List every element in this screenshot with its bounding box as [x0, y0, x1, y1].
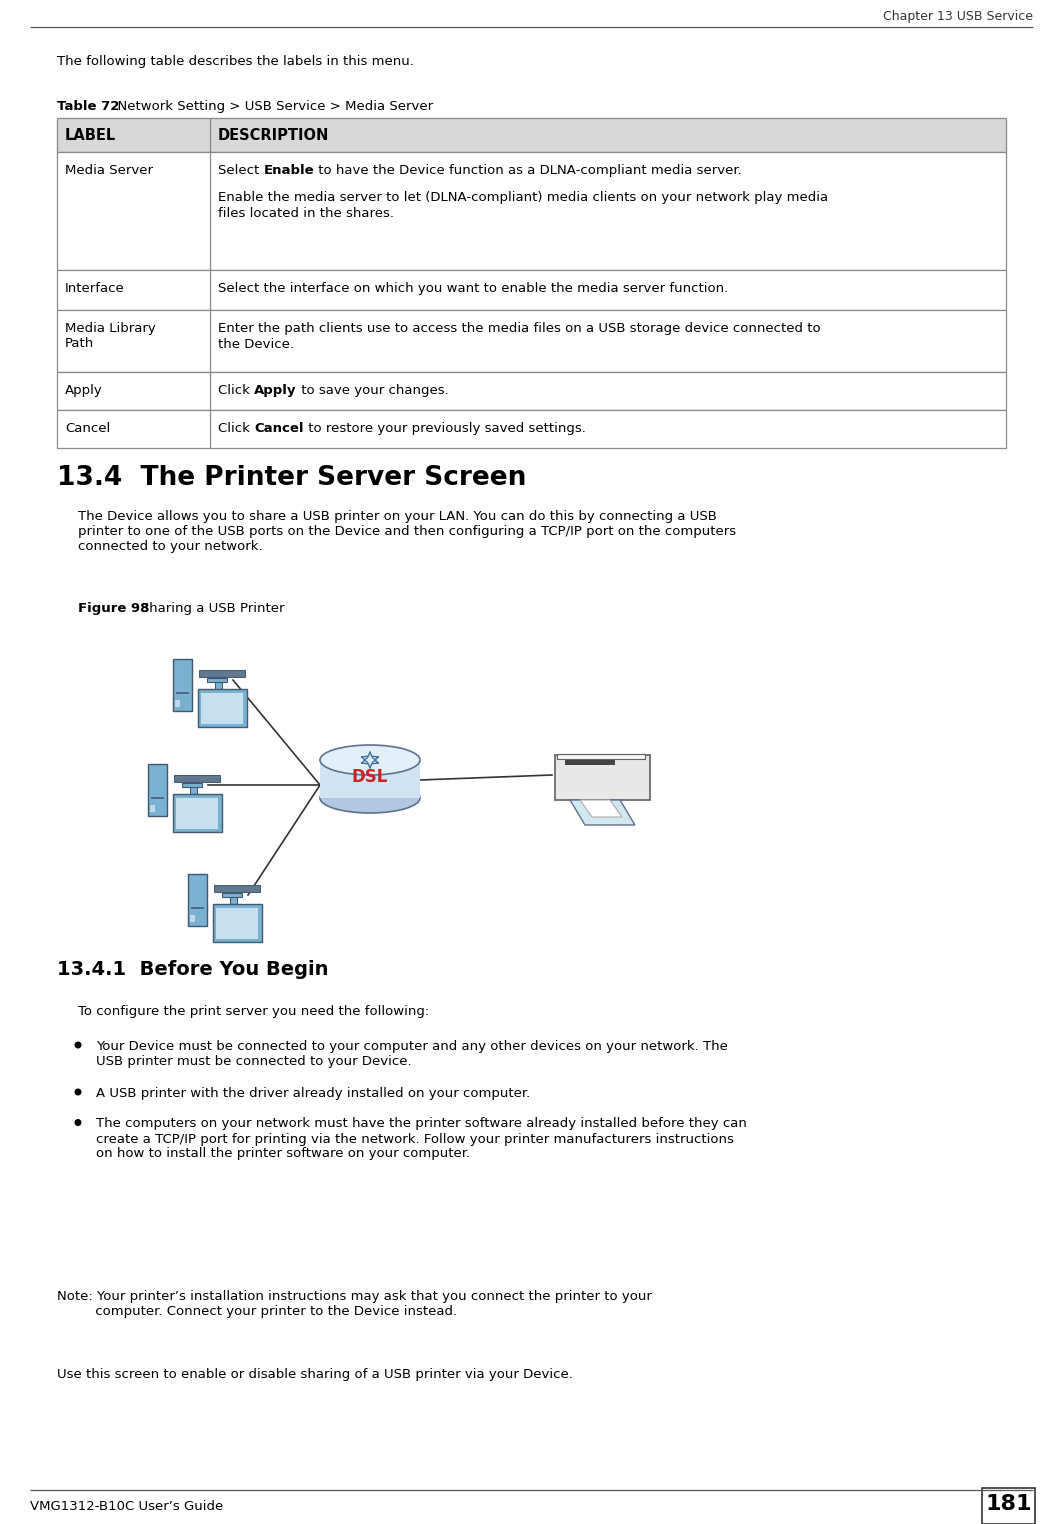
Text: 181: 181 — [985, 1494, 1032, 1513]
Text: A USB printer with the driver already installed on your computer.: A USB printer with the driver already in… — [96, 1087, 530, 1100]
Text: Network Setting > USB Service > Media Server: Network Setting > USB Service > Media Se… — [109, 101, 433, 113]
Text: Cancel: Cancel — [254, 422, 304, 434]
Text: DSL: DSL — [352, 768, 388, 786]
Text: Enter the path clients use to access the media files on a USB storage device con: Enter the path clients use to access the… — [218, 322, 821, 335]
Bar — [57, 117, 1006, 152]
Text: Figure 98: Figure 98 — [78, 602, 150, 616]
Bar — [57, 372, 1006, 410]
Text: Select: Select — [218, 165, 264, 177]
Bar — [151, 797, 164, 799]
Text: Table 72: Table 72 — [57, 101, 119, 113]
Text: The computers on your network must have the printer software already installed b: The computers on your network must have … — [96, 1117, 747, 1160]
Text: 13.4.1  Before You Begin: 13.4.1 Before You Begin — [57, 960, 328, 978]
Text: Sharing a USB Printer: Sharing a USB Printer — [128, 602, 285, 616]
Text: The following table describes the labels in this menu.: The following table describes the labels… — [57, 55, 414, 69]
Bar — [190, 914, 195, 922]
Circle shape — [74, 1119, 82, 1126]
Text: files located in the shares.: files located in the shares. — [218, 207, 394, 219]
Bar — [57, 270, 1006, 309]
Bar — [176, 692, 189, 693]
Text: Use this screen to enable or disable sharing of a USB printer via your Device.: Use this screen to enable or disable sha… — [57, 1369, 573, 1381]
Text: Media Library
Path: Media Library Path — [65, 322, 156, 351]
Text: to have the Device function as a DLNA-compliant media server.: to have the Device function as a DLNA-co… — [315, 165, 742, 177]
Bar — [214, 885, 260, 892]
Bar — [176, 799, 218, 829]
Text: Cancel: Cancel — [65, 422, 111, 434]
Ellipse shape — [320, 783, 420, 812]
Bar — [57, 309, 1006, 372]
Bar — [199, 671, 244, 677]
Polygon shape — [580, 800, 622, 817]
Text: Your Device must be connected to your computer and any other devices on your net: Your Device must be connected to your co… — [96, 1039, 728, 1068]
Text: To configure the print server you need the following:: To configure the print server you need t… — [78, 1004, 429, 1018]
Text: to save your changes.: to save your changes. — [297, 384, 449, 396]
Text: Apply: Apply — [65, 384, 103, 396]
Bar — [222, 893, 242, 898]
Bar — [182, 783, 202, 786]
Bar — [57, 410, 1006, 448]
Text: Click: Click — [218, 422, 254, 434]
Text: to restore your previously saved settings.: to restore your previously saved setting… — [304, 422, 586, 434]
Text: the Device.: the Device. — [218, 338, 294, 351]
Text: 13.4  The Printer Server Screen: 13.4 The Printer Server Screen — [57, 465, 526, 491]
Bar — [173, 658, 192, 712]
Bar — [982, 1487, 1035, 1524]
Bar — [566, 759, 615, 765]
Circle shape — [74, 1041, 82, 1049]
Text: Select the interface on which you want to enable the media server function.: Select the interface on which you want t… — [218, 282, 728, 296]
Bar — [57, 152, 1006, 270]
Bar — [148, 764, 167, 815]
Bar — [173, 794, 222, 832]
Ellipse shape — [320, 745, 420, 776]
Bar — [174, 776, 220, 782]
Text: Chapter 13 USB Service: Chapter 13 USB Service — [883, 11, 1033, 23]
Bar — [216, 908, 258, 939]
Text: Enable the media server to let (DLNA-compliant) media clients on your network pl: Enable the media server to let (DLNA-com… — [218, 190, 828, 204]
Bar — [188, 873, 207, 927]
Text: Note: Your printer’s installation instructions may ask that you connect the prin: Note: Your printer’s installation instru… — [57, 1289, 652, 1318]
Text: LABEL: LABEL — [65, 128, 116, 143]
Text: Click: Click — [218, 384, 254, 396]
Bar — [320, 760, 420, 799]
Bar — [557, 754, 645, 759]
Bar — [191, 907, 204, 908]
Bar — [555, 754, 649, 800]
Bar — [230, 895, 237, 904]
Bar — [198, 689, 247, 727]
Bar — [150, 805, 155, 812]
Circle shape — [74, 1088, 82, 1096]
Text: Media Server: Media Server — [65, 165, 153, 177]
Bar — [207, 678, 227, 683]
Polygon shape — [570, 800, 635, 824]
Text: VMG1312-B10C User’s Guide: VMG1312-B10C User’s Guide — [30, 1500, 223, 1513]
Bar — [190, 785, 197, 794]
Text: The Device allows you to share a USB printer on your LAN. You can do this by con: The Device allows you to share a USB pri… — [78, 511, 736, 553]
Text: Enable: Enable — [264, 165, 315, 177]
Bar — [215, 680, 222, 689]
Text: Interface: Interface — [65, 282, 124, 296]
Bar — [175, 700, 180, 707]
Bar — [213, 904, 261, 942]
Text: Apply: Apply — [254, 384, 297, 396]
Text: DESCRIPTION: DESCRIPTION — [218, 128, 330, 143]
Bar — [201, 693, 243, 724]
